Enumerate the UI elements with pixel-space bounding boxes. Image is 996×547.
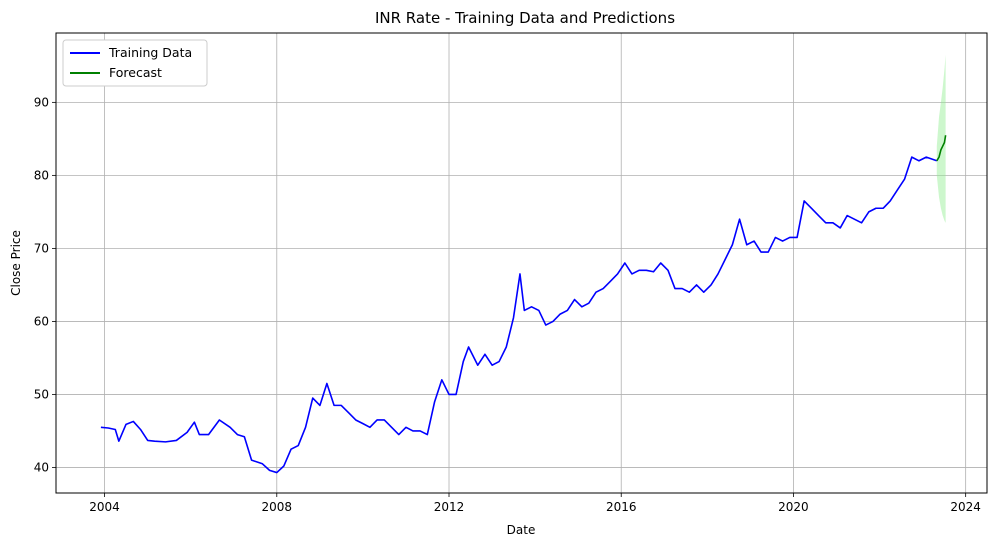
y-tick-label: 40 xyxy=(34,460,49,474)
forecast-confidence-band xyxy=(936,54,946,223)
legend: Training Data Forecast xyxy=(62,39,208,87)
y-ticks: 40 50 60 70 80 90 xyxy=(34,95,56,474)
confidence-band-layer xyxy=(936,54,946,223)
x-tick-label: 2016 xyxy=(606,500,637,514)
y-tick-label: 50 xyxy=(34,387,49,401)
x-tick-label: 2020 xyxy=(778,500,809,514)
training-data-line xyxy=(100,156,938,474)
y-axis-title: Close Price xyxy=(9,230,23,296)
legend-box xyxy=(62,39,208,87)
grid xyxy=(56,33,987,493)
forecast-line xyxy=(936,135,947,162)
x-axis-title: Date xyxy=(507,523,536,537)
x-tick-label: 2004 xyxy=(89,500,120,514)
chart-title: INR Rate - Training Data and Predictions xyxy=(375,9,675,27)
x-ticks: 2004 2008 2012 2016 2020 2024 xyxy=(89,493,981,514)
series-layer xyxy=(100,135,947,474)
y-tick-label: 80 xyxy=(34,168,49,182)
legend-label-training: Training Data xyxy=(108,45,192,60)
x-tick-label: 2012 xyxy=(434,500,465,514)
y-tick-label: 90 xyxy=(34,95,49,109)
plot-area-frame xyxy=(55,32,988,494)
legend-label-forecast: Forecast xyxy=(109,65,162,80)
y-tick-label: 60 xyxy=(34,314,49,328)
x-tick-label: 2008 xyxy=(262,500,293,514)
x-tick-label: 2024 xyxy=(950,500,981,514)
y-tick-label: 70 xyxy=(34,241,49,255)
